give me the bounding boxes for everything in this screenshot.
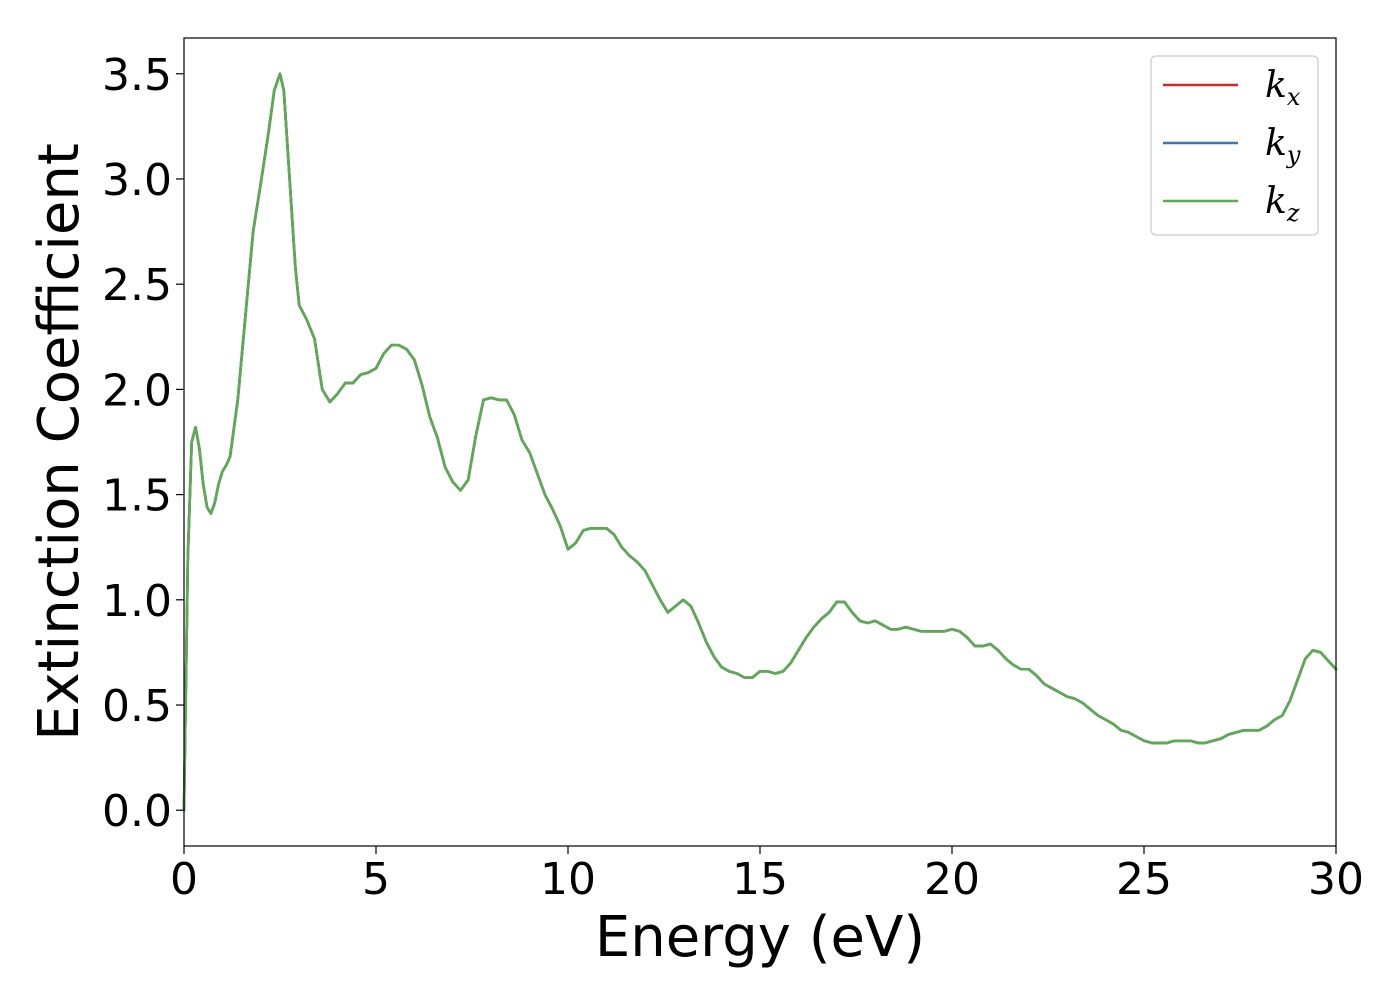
y-tick-label: 1.5 (102, 471, 172, 522)
y-axis: 0.0 0.5 1.0 1.5 2.0 2.5 3.0 3.5 (102, 50, 184, 837)
x-tick-label: 30 (1308, 854, 1364, 905)
legend-box (1150, 55, 1319, 236)
x-tick-label: 10 (540, 854, 596, 905)
legend-label-x: kx (1265, 65, 1301, 111)
y-tick-label: 0.0 (102, 786, 172, 837)
y-tick-label: 2.5 (102, 260, 172, 311)
y-tick-label: 0.5 (102, 681, 172, 732)
legend-label-y: ky (1265, 123, 1301, 169)
y-tick-label: 2.0 (102, 365, 172, 416)
x-tick-label: 15 (732, 854, 788, 905)
y-tick-label: 3.0 (102, 155, 172, 206)
x-tick-label: 20 (924, 854, 980, 905)
x-axis-title: Energy (eV) (595, 905, 925, 970)
series-layer (182, 72, 1338, 812)
legend: kx ky kz (1150, 55, 1319, 236)
x-tick-label: 25 (1116, 854, 1172, 905)
x-tick-label: 0 (170, 854, 198, 905)
x-axis: 0 5 10 15 20 25 30 (170, 846, 1364, 905)
series-line-z (182, 72, 1338, 812)
legend-label-z: kz (1265, 181, 1300, 227)
y-tick-label: 3.5 (102, 50, 172, 101)
y-axis-title: Extinction Coefficient (27, 143, 92, 741)
x-tick-label: 5 (362, 854, 390, 905)
y-tick-label: 1.0 (102, 576, 172, 627)
